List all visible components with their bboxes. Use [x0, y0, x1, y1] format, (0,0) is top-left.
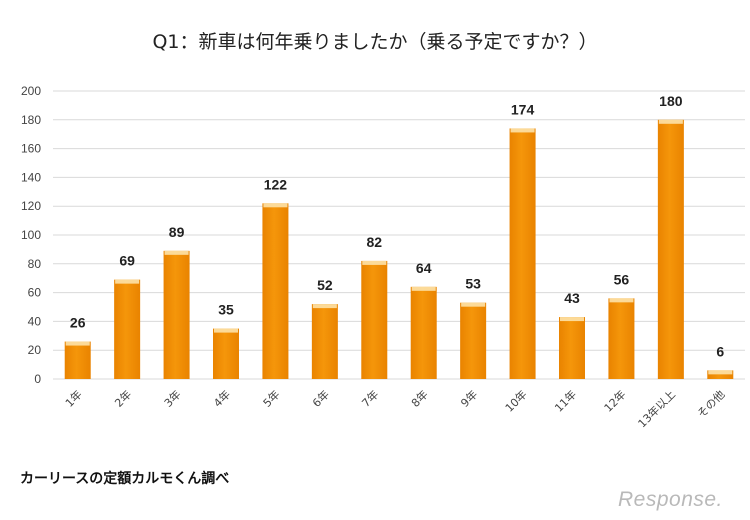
- y-tick-label: 20: [28, 343, 42, 357]
- bar: [509, 128, 536, 379]
- bar-highlight: [510, 128, 535, 133]
- bar-highlight: [312, 304, 337, 309]
- y-tick-label: 140: [21, 170, 41, 184]
- x-axis-ticks: 1年 2年 3年 4年 5年 6年 7年 8年 9年 10年 11年 12年 13年以上 その他: [62, 387, 727, 430]
- x-tick-label: 3年: [161, 387, 184, 410]
- y-tick-label: 0: [34, 372, 41, 386]
- chart-title: Q1：新車は何年乗りましたか（乗る予定ですか？）: [152, 31, 597, 53]
- bar: [114, 279, 141, 379]
- bar-highlight: [263, 203, 288, 208]
- x-tick-label: 1年: [62, 387, 85, 410]
- y-tick-label: 100: [21, 228, 41, 242]
- x-tick-label: 7年: [359, 387, 382, 410]
- x-tick-label: 2年: [112, 387, 135, 410]
- y-tick-label: 120: [21, 199, 41, 213]
- data-label: 122: [264, 176, 288, 192]
- x-tick-label: 11年: [552, 387, 580, 415]
- response-logo: Response.: [618, 488, 723, 511]
- bar: [163, 250, 190, 379]
- bar: [608, 298, 635, 379]
- bar-highlight: [214, 328, 238, 333]
- bars: [64, 119, 734, 380]
- y-tick-label: 200: [21, 84, 41, 98]
- bar: [410, 286, 437, 379]
- x-tick-label: その他: [695, 388, 728, 421]
- data-label: 52: [317, 277, 333, 293]
- x-tick-label: 6年: [309, 387, 332, 410]
- bar-highlight: [560, 317, 584, 322]
- x-tick-label: 9年: [458, 387, 481, 410]
- bar: [213, 328, 239, 379]
- bar: [64, 341, 91, 379]
- data-labels: 26 69 89 35 122 52 82 64 53 174 43 56 180 6: [70, 93, 724, 360]
- bar-highlight: [658, 119, 683, 124]
- bar: [657, 119, 684, 380]
- bar-highlight: [115, 279, 140, 284]
- data-label: 89: [169, 224, 185, 240]
- bar-highlight: [708, 370, 733, 375]
- data-label: 6: [716, 343, 724, 359]
- data-label: 35: [218, 302, 234, 318]
- data-label: 53: [465, 276, 481, 292]
- bar: [559, 317, 585, 379]
- data-label: 43: [564, 290, 580, 306]
- data-label: 174: [511, 101, 535, 117]
- source-note: カーリースの定額カルモくん調べ: [20, 471, 230, 487]
- y-axis-ticks: 0 20 40 60 80 100 120 140 160 180 200: [21, 84, 41, 386]
- bar: [311, 304, 338, 379]
- data-label: 26: [70, 315, 86, 331]
- y-tick-label: 80: [28, 257, 42, 271]
- y-tick-label: 180: [21, 113, 41, 127]
- x-tick-label: 5年: [260, 387, 283, 410]
- y-tick-label: 160: [21, 142, 41, 156]
- x-tick-label: 13年以上: [635, 387, 678, 430]
- bar-highlight: [362, 260, 387, 265]
- bar: [361, 260, 388, 379]
- data-label: 69: [119, 253, 135, 269]
- data-label: 180: [659, 93, 683, 109]
- y-tick-label: 60: [28, 286, 42, 300]
- x-tick-label: 8年: [408, 387, 431, 410]
- data-label: 56: [614, 271, 630, 287]
- x-tick-label: 10年: [502, 387, 530, 415]
- bar: [460, 302, 487, 379]
- bar-highlight: [609, 298, 634, 303]
- y-tick-label: 40: [28, 314, 42, 328]
- bar-highlight: [461, 302, 486, 307]
- data-label: 64: [416, 260, 432, 276]
- bar: [707, 370, 734, 379]
- x-tick-label: 12年: [601, 387, 629, 415]
- data-label: 82: [366, 234, 382, 250]
- bar-highlight: [164, 250, 189, 255]
- gridlines: [53, 90, 745, 380]
- x-tick-label: 4年: [210, 387, 233, 410]
- bar-highlight: [65, 341, 90, 346]
- bar: [262, 203, 289, 379]
- bar-highlight: [411, 286, 436, 291]
